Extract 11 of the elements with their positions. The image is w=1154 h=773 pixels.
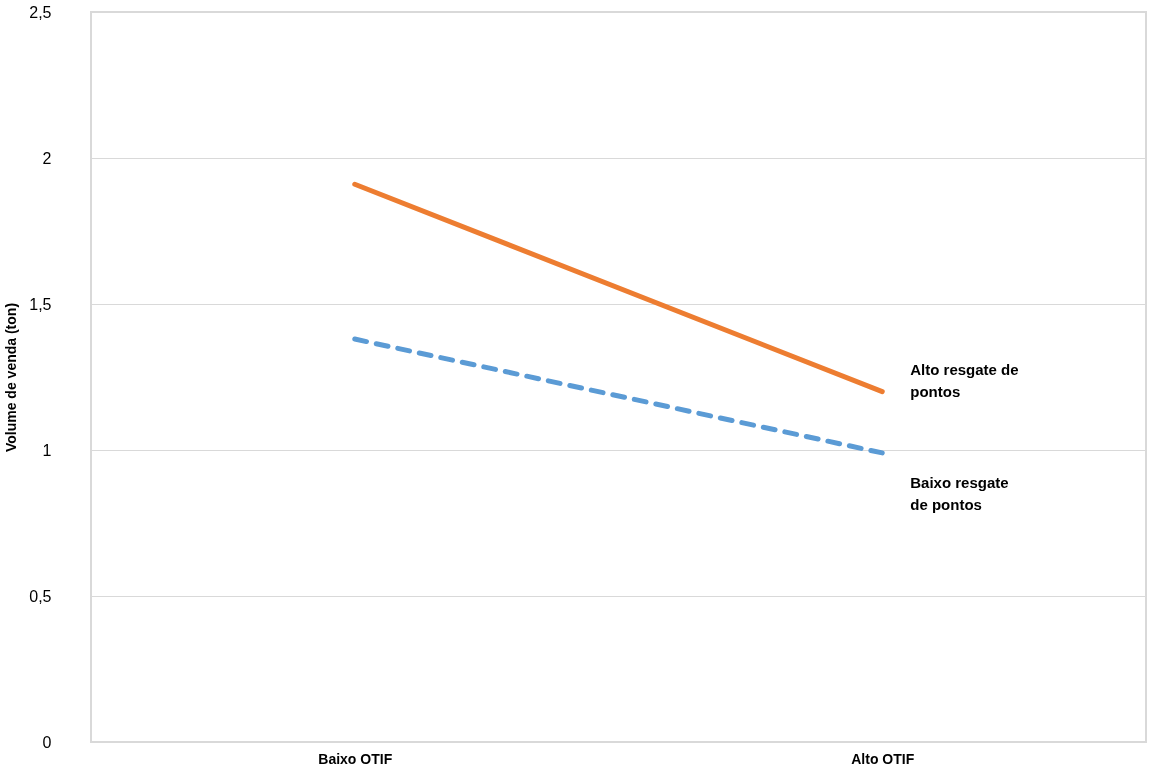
y-axis-title: Volume de venda (ton): [3, 302, 20, 453]
y-tick-label: 1: [42, 441, 52, 459]
text: Baixo resgate de pontos: [910, 473, 1009, 513]
y-tick-label: 2: [42, 149, 52, 167]
y-tick-label: 2,5: [29, 3, 52, 21]
y-tick-label: 1,5: [29, 295, 52, 313]
y-tick-label: 0,5: [29, 587, 52, 605]
x-tick-label: Baixo OTIF: [318, 750, 393, 767]
x-tick-label: Alto OTIF: [851, 750, 915, 767]
series-label: Alto resgate de pontos: [910, 360, 1019, 400]
y-tick-label: 0: [42, 733, 52, 751]
